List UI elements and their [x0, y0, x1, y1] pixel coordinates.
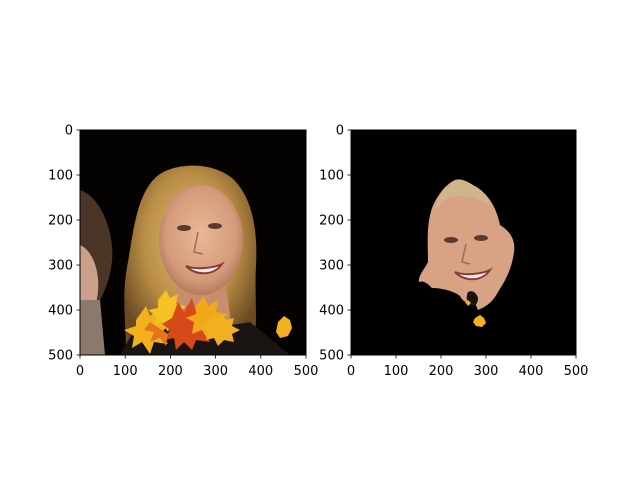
right-x-tick-label: 300	[474, 364, 499, 379]
right-x-tick-label: 400	[519, 364, 544, 379]
left-background-person	[80, 190, 113, 355]
left-x-tick-label: 200	[158, 364, 183, 379]
masked-face-region	[418, 179, 515, 327]
right-x-tick-label: 100	[384, 364, 409, 379]
left-y-tick-label: 300	[48, 259, 73, 274]
right-y-tick-label: 100	[319, 169, 344, 184]
right-image-panel	[351, 130, 576, 355]
left-y-tick-label: 400	[48, 304, 73, 319]
right-y-tick-label: 400	[319, 304, 344, 319]
left-x-tick-label: 100	[113, 364, 138, 379]
left-x-tick-label: 300	[203, 364, 228, 379]
right-x-tick-label: 0	[347, 364, 355, 379]
maple-leaves-overlay	[124, 290, 292, 354]
right-x-tick-label: 500	[564, 364, 589, 379]
left-axes-frame	[79, 129, 307, 356]
right-x-tick-label: 200	[429, 364, 454, 379]
right-y-tick-label: 500	[319, 349, 344, 364]
left-x-tick-label: 400	[248, 364, 273, 379]
woman-face	[159, 185, 243, 295]
right-y-tick-label: 300	[319, 259, 344, 274]
right-y-tick-label: 200	[319, 214, 344, 229]
left-image-panel	[80, 130, 306, 355]
right-axes-frame	[350, 129, 577, 356]
left-y-tick-label: 100	[48, 169, 73, 184]
left-y-tick-label: 200	[48, 214, 73, 229]
left-x-tick-label: 500	[294, 364, 319, 379]
right-y-tick-label: 0	[336, 124, 344, 139]
left-x-tick-label: 0	[76, 364, 84, 379]
left-y-tick-label: 0	[65, 124, 73, 139]
left-y-tick-label: 500	[48, 349, 73, 364]
